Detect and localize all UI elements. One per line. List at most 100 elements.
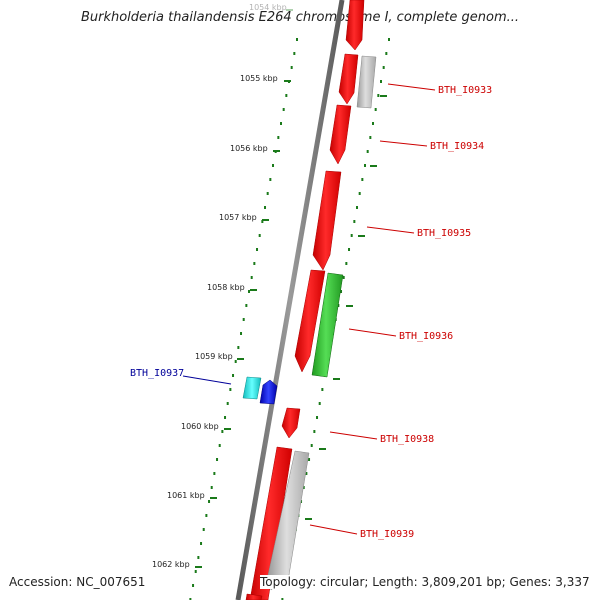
kbp-tick-label: 1056 kbp bbox=[230, 144, 268, 153]
minor-tick-mark bbox=[346, 305, 353, 307]
rail-dot bbox=[377, 94, 380, 97]
gene-arrow[interactable] bbox=[329, 104, 352, 165]
rail-dot bbox=[348, 248, 351, 251]
minor-tick-mark bbox=[370, 165, 377, 167]
kbp-tick-mark bbox=[273, 150, 280, 152]
kbp-tick-label: 1055 kbp bbox=[240, 74, 278, 83]
rail-dot bbox=[264, 206, 267, 209]
rail-dot bbox=[382, 66, 385, 69]
gene-label-leader bbox=[309, 524, 358, 535]
kbp-tick-label: 1054 kbp bbox=[249, 3, 287, 12]
kbp-tick-mark bbox=[284, 80, 291, 82]
kbp-tick-mark bbox=[210, 497, 217, 499]
gene-arrow[interactable] bbox=[345, 0, 365, 51]
gene-arrow[interactable] bbox=[249, 446, 293, 600]
rail-dot bbox=[296, 38, 298, 41]
rail-dot bbox=[350, 234, 353, 237]
minor-tick-mark bbox=[333, 378, 340, 380]
rail-dot bbox=[197, 556, 200, 559]
rail-dot bbox=[388, 38, 390, 41]
rail-dot bbox=[258, 234, 261, 237]
rail-dot bbox=[248, 290, 251, 293]
rail-dot bbox=[256, 248, 259, 251]
rail-dot bbox=[302, 486, 305, 489]
kbp-scale: 1054 kbp 1055 kbp 1056 kbp 1057 kbp 1058 kbp… bbox=[152, 3, 387, 569]
rail-dot bbox=[210, 486, 213, 489]
gene-arrow[interactable] bbox=[259, 379, 278, 405]
minor-tick-mark bbox=[319, 448, 326, 450]
minor-tick-mark bbox=[358, 235, 365, 237]
gene-label[interactable]: BTH_I0933 bbox=[438, 85, 492, 96]
rail-dot bbox=[277, 136, 280, 139]
rail-dot bbox=[308, 458, 311, 461]
rail-dot bbox=[369, 136, 372, 139]
rail-dot bbox=[221, 430, 224, 433]
kbp-tick-mark bbox=[237, 358, 244, 360]
rail-dot bbox=[318, 402, 321, 405]
rail-dot bbox=[385, 52, 388, 55]
gene-label[interactable]: BTH_I0937 bbox=[130, 368, 184, 379]
kbp-tick-label: 1057 kbp bbox=[219, 213, 257, 222]
rail-dot bbox=[240, 332, 243, 335]
rail-dot bbox=[245, 304, 248, 307]
rail-dot bbox=[282, 108, 285, 111]
rail-dot bbox=[192, 584, 195, 587]
rail-dot bbox=[200, 542, 203, 545]
rail-dot bbox=[208, 500, 211, 503]
gene-label-leader bbox=[182, 375, 232, 385]
rail-dot bbox=[366, 150, 369, 153]
rail-dot bbox=[372, 122, 375, 125]
rail-dot bbox=[189, 598, 192, 600]
rail-dot bbox=[340, 290, 343, 293]
accession-text: Accession: NC_007651 bbox=[9, 575, 146, 589]
gene-arrow[interactable] bbox=[245, 593, 263, 600]
minor-tick-mark bbox=[380, 95, 387, 97]
rail-dot bbox=[234, 360, 237, 363]
chromosome-backbone bbox=[235, 0, 345, 600]
gene-label[interactable]: BTH_I0939 bbox=[360, 529, 414, 540]
gene-label[interactable]: BTH_I0934 bbox=[430, 141, 484, 152]
rail-dot bbox=[293, 52, 296, 55]
map-title: Burkholderia thailandensis E264 chromoso… bbox=[80, 10, 520, 25]
gene-track bbox=[242, 0, 377, 600]
rail-dot bbox=[232, 374, 235, 377]
gene-label-leader bbox=[379, 140, 428, 147]
rail-dot bbox=[224, 416, 227, 419]
rail-dot bbox=[266, 192, 269, 195]
rail-dot bbox=[216, 458, 219, 461]
topology-text: Topology: circular; Length: 3,809,201 bp… bbox=[260, 575, 590, 589]
gene-arrow[interactable] bbox=[294, 269, 326, 373]
rail-dot bbox=[345, 262, 348, 265]
gene-labels: BTH_I0933 BTH_I0934 BTH_I0935 BTH_I0936 BTH_… bbox=[130, 83, 492, 540]
kbp-tick-label: 1060 kbp bbox=[181, 422, 219, 431]
kbp-tick-mark bbox=[195, 566, 202, 568]
rail-dot bbox=[285, 94, 288, 97]
rail-dot bbox=[194, 570, 197, 573]
gene-label-leader bbox=[329, 431, 378, 440]
kbp-tick-label: 1058 kbp bbox=[207, 283, 245, 292]
rail-dot bbox=[280, 122, 283, 125]
gene-arrow[interactable] bbox=[311, 272, 344, 378]
rail-dot bbox=[281, 598, 284, 600]
gene-label[interactable]: BTH_I0935 bbox=[417, 228, 471, 239]
rail-dot bbox=[290, 66, 293, 69]
rail-dot bbox=[253, 262, 256, 265]
rail-dot bbox=[205, 514, 208, 517]
rail-dot bbox=[364, 164, 367, 167]
rail-dot bbox=[374, 108, 377, 111]
rail-dot bbox=[313, 430, 316, 433]
rail-dot bbox=[305, 472, 308, 475]
gene-arrow[interactable] bbox=[281, 407, 301, 439]
gene-arrow[interactable] bbox=[356, 55, 377, 109]
gene-label[interactable]: BTH_I0936 bbox=[399, 331, 453, 342]
gene-label[interactable]: BTH_I0938 bbox=[380, 434, 434, 445]
gene-arrow[interactable] bbox=[312, 170, 342, 271]
gene-arrow[interactable] bbox=[242, 376, 262, 400]
rail-dot bbox=[237, 346, 240, 349]
rail-dot bbox=[213, 472, 216, 475]
rail-dot bbox=[321, 388, 324, 391]
gene-arrow[interactable] bbox=[338, 53, 359, 105]
minor-tick-mark bbox=[305, 518, 312, 520]
kbp-tick-label: 1062 kbp bbox=[152, 560, 190, 569]
